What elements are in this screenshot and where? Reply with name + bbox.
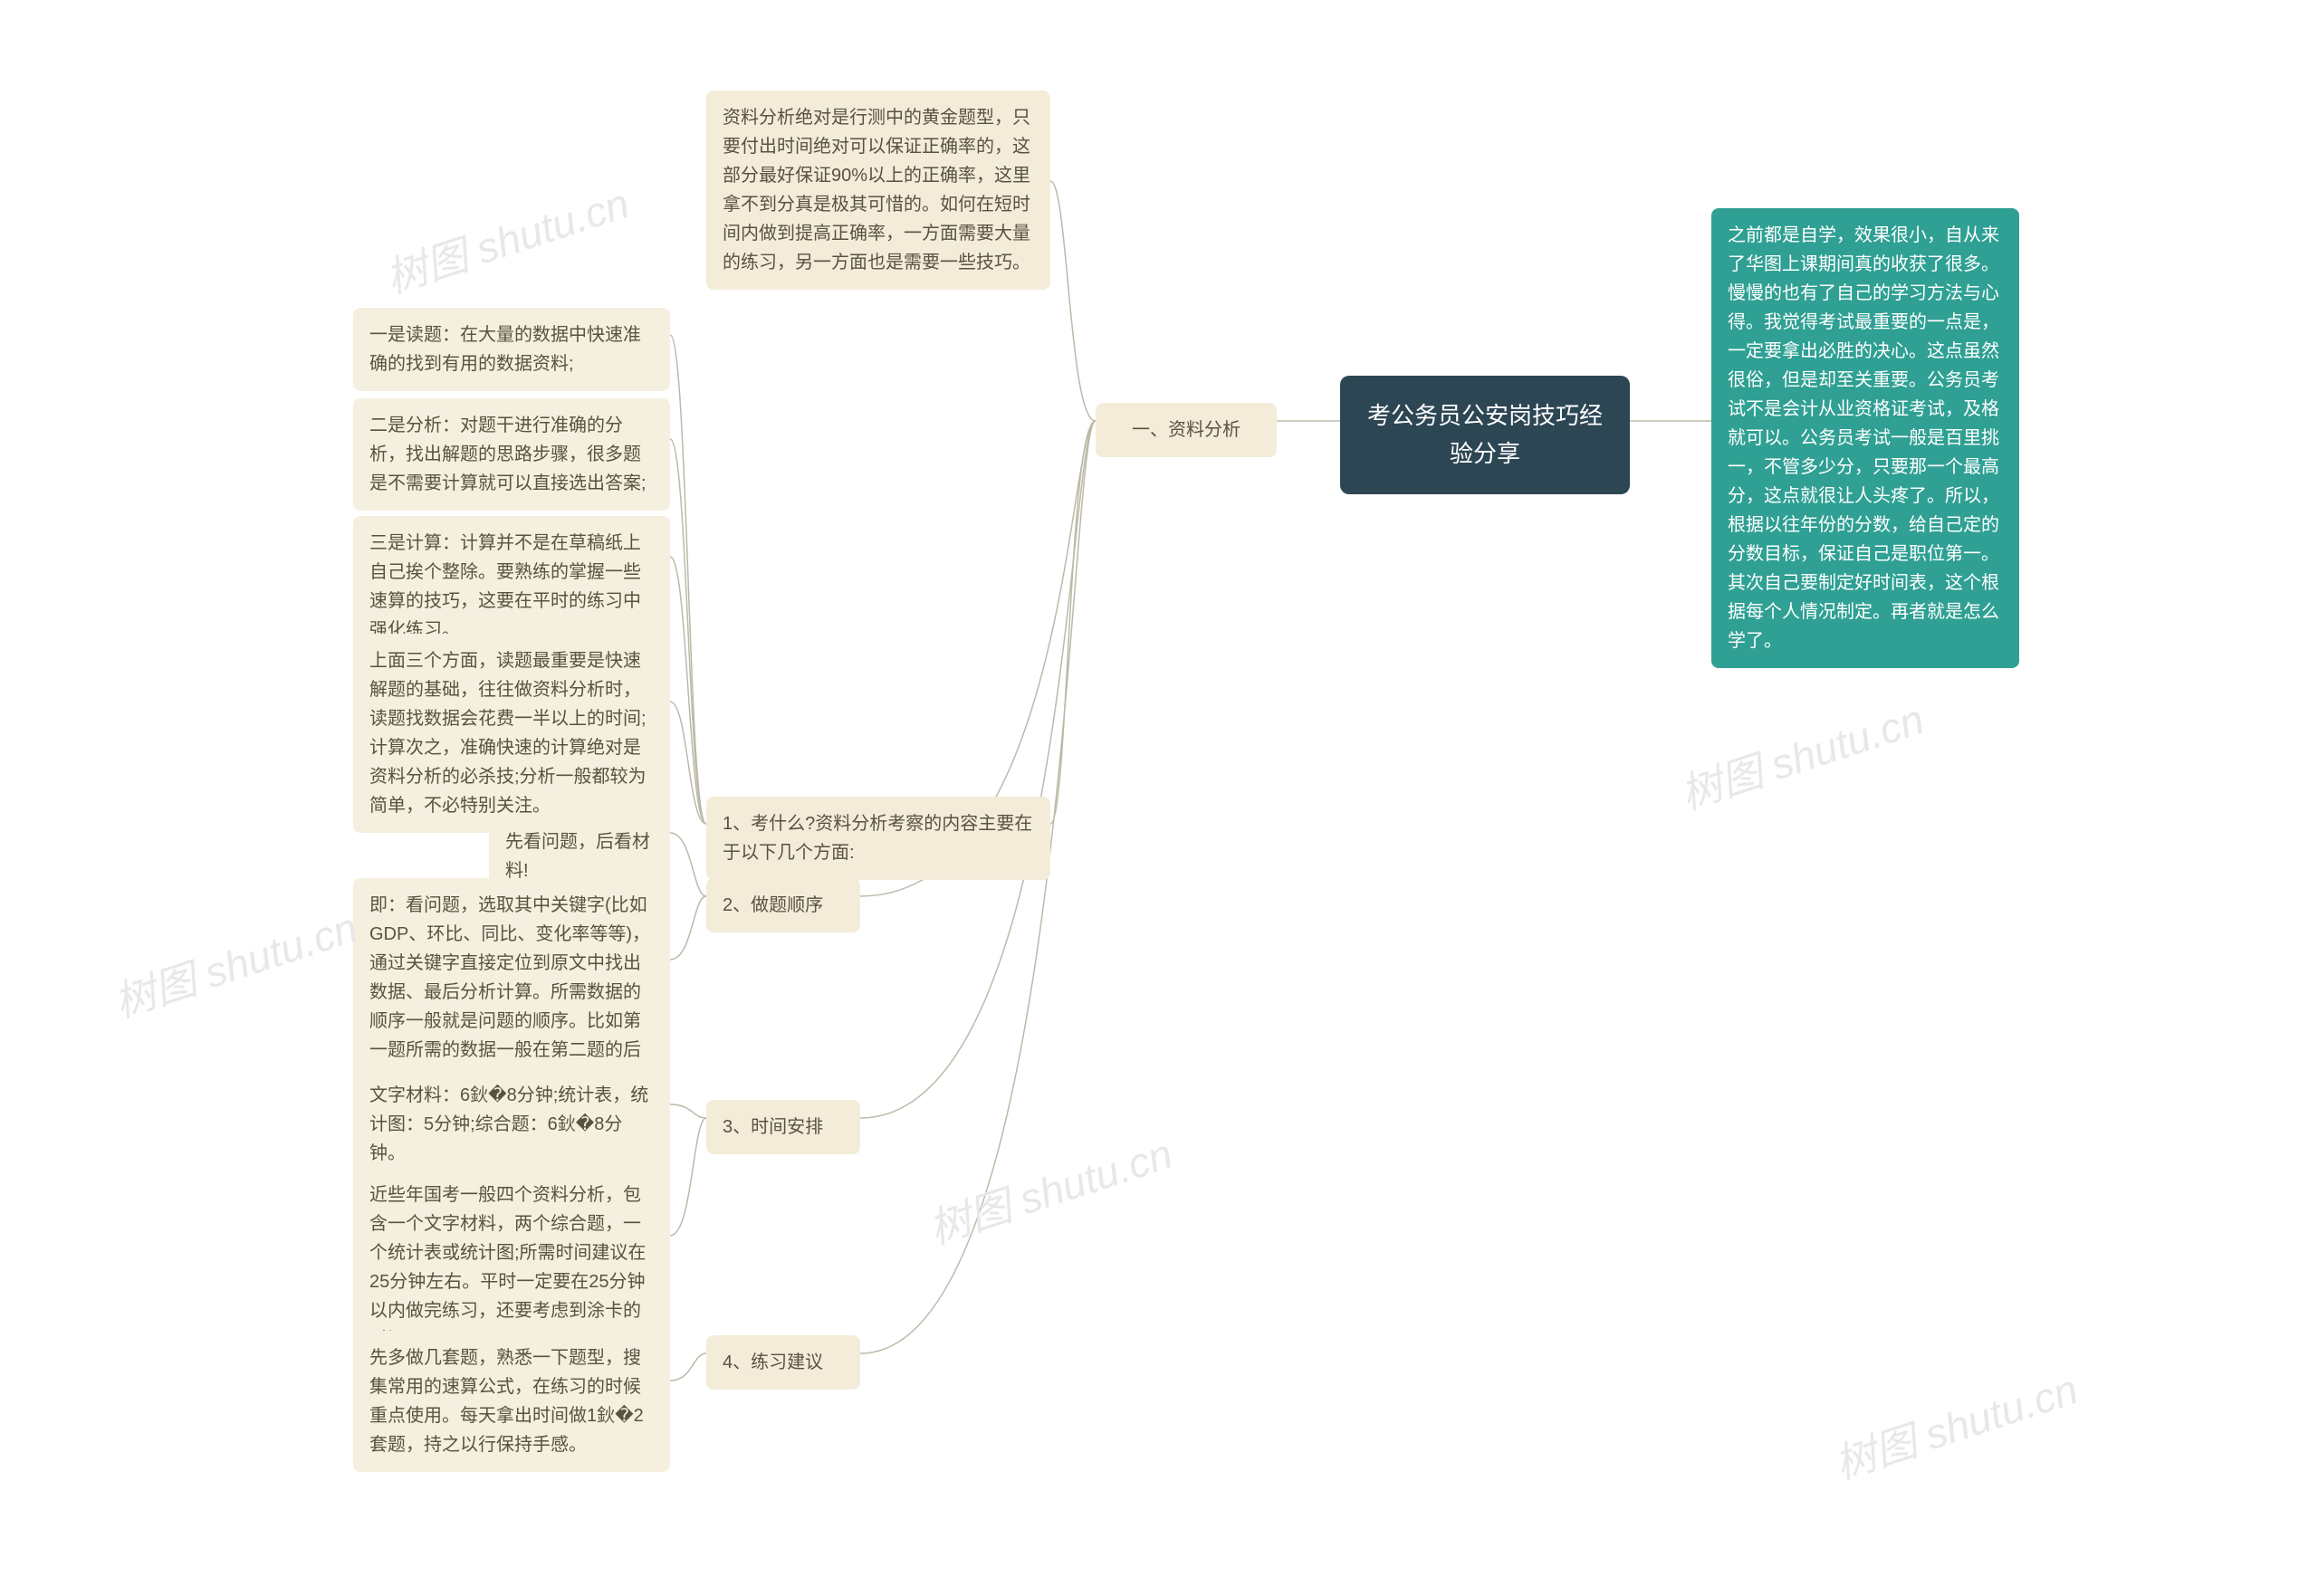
q1-leaf-a-text: 一是读题：在大量的数据中快速准确的找到有用的数据资料; xyxy=(369,325,641,374)
watermark: 树图 shutu.cn xyxy=(1826,1357,2084,1492)
section-1-label: 一、资料分析 xyxy=(1132,420,1240,440)
q1-leaf-b-text: 二是分析：对题干进行准确的分析，找出解题的思路步骤，很多题是不需要计算就可以直接… xyxy=(369,416,647,493)
q3-leaf-b-text: 近些年国考一般四个资料分析，包含一个文字材料，两个综合题，一个统计表或统计图;所… xyxy=(369,1185,647,1350)
topic-2-node[interactable]: 2、做题顺序 xyxy=(706,878,860,932)
root-label: 考公务员公安岗技巧经验分享 xyxy=(1367,402,1603,467)
topic-4-node[interactable]: 4、练习建议 xyxy=(706,1335,860,1390)
q2-leaf-a-text: 先看问题，后看材料! xyxy=(505,832,650,881)
topic-1-label: 1、考什么?资料分析考察的内容主要在于以下几个方面: xyxy=(723,814,1032,863)
watermark: 树图 shutu.cn xyxy=(378,171,636,306)
q1-leaf-b[interactable]: 二是分析：对题干进行准确的分析，找出解题的思路步骤，很多题是不需要计算就可以直接… xyxy=(353,398,670,511)
q4-leaf-a-text: 先多做几套题，熟悉一下题型，搜集常用的速算公式，在练习的时候重点使用。每天拿出时… xyxy=(369,1348,644,1455)
intro-note-node[interactable]: 之前都是自学，效果很小，自从来了华图上课期间真的收获了很多。慢慢的也有了自己的学… xyxy=(1711,208,2019,668)
topic-3-label: 3、时间安排 xyxy=(723,1117,823,1137)
q3-leaf-a[interactable]: 文字材料：6鈥�8分钟;统计表，统计图：5分钟;综合题：6鈥�8分钟。 xyxy=(353,1068,670,1180)
q1-leaf-d[interactable]: 上面三个方面，读题最重要是快速解题的基础，往往做资料分析时，读题找数据会花费一半… xyxy=(353,634,670,833)
root-node[interactable]: 考公务员公安岗技巧经验分享 xyxy=(1340,376,1630,494)
watermark: 树图 shutu.cn xyxy=(921,1122,1179,1257)
topic-1-node[interactable]: 1、考什么?资料分析考察的内容主要在于以下几个方面: xyxy=(706,797,1050,880)
intro-note-text: 之前都是自学，效果很小，自从来了华图上课期间真的收获了很多。慢慢的也有了自己的学… xyxy=(1728,225,1999,651)
q1-leaf-a[interactable]: 一是读题：在大量的数据中快速准确的找到有用的数据资料; xyxy=(353,308,670,391)
topic-4-label: 4、练习建议 xyxy=(723,1352,823,1372)
q2-leaf-b-text: 即：看问题，选取其中关键字(比如GDP、环比、同比、变化率等等)，通过关键字直接… xyxy=(369,895,650,1089)
q3-leaf-a-text: 文字材料：6鈥�8分钟;统计表，统计图：5分钟;综合题：6鈥�8分钟。 xyxy=(369,1085,648,1163)
topic-2-label: 2、做题顺序 xyxy=(723,895,823,915)
watermark: 树图 shutu.cn xyxy=(106,895,364,1030)
topic-3-node[interactable]: 3、时间安排 xyxy=(706,1100,860,1154)
q1-leaf-c-text: 三是计算：计算并不是在草稿纸上自己挨个整除。要熟练的掌握一些速算的技巧，这要在平… xyxy=(369,533,641,640)
analysis-intro-text: 资料分析绝对是行测中的黄金题型，只要付出时间绝对可以保证正确率的，这部分最好保证… xyxy=(723,108,1030,272)
analysis-intro-node[interactable]: 资料分析绝对是行测中的黄金题型，只要付出时间绝对可以保证正确率的，这部分最好保证… xyxy=(706,91,1050,290)
watermark: 树图 shutu.cn xyxy=(1672,687,1930,822)
q4-leaf-a[interactable]: 先多做几套题，熟悉一下题型，搜集常用的速算公式，在练习的时候重点使用。每天拿出时… xyxy=(353,1331,670,1472)
q1-leaf-d-text: 上面三个方面，读题最重要是快速解题的基础，往往做资料分析时，读题找数据会花费一半… xyxy=(369,651,647,816)
section-1-node[interactable]: 一、资料分析 xyxy=(1096,403,1277,457)
